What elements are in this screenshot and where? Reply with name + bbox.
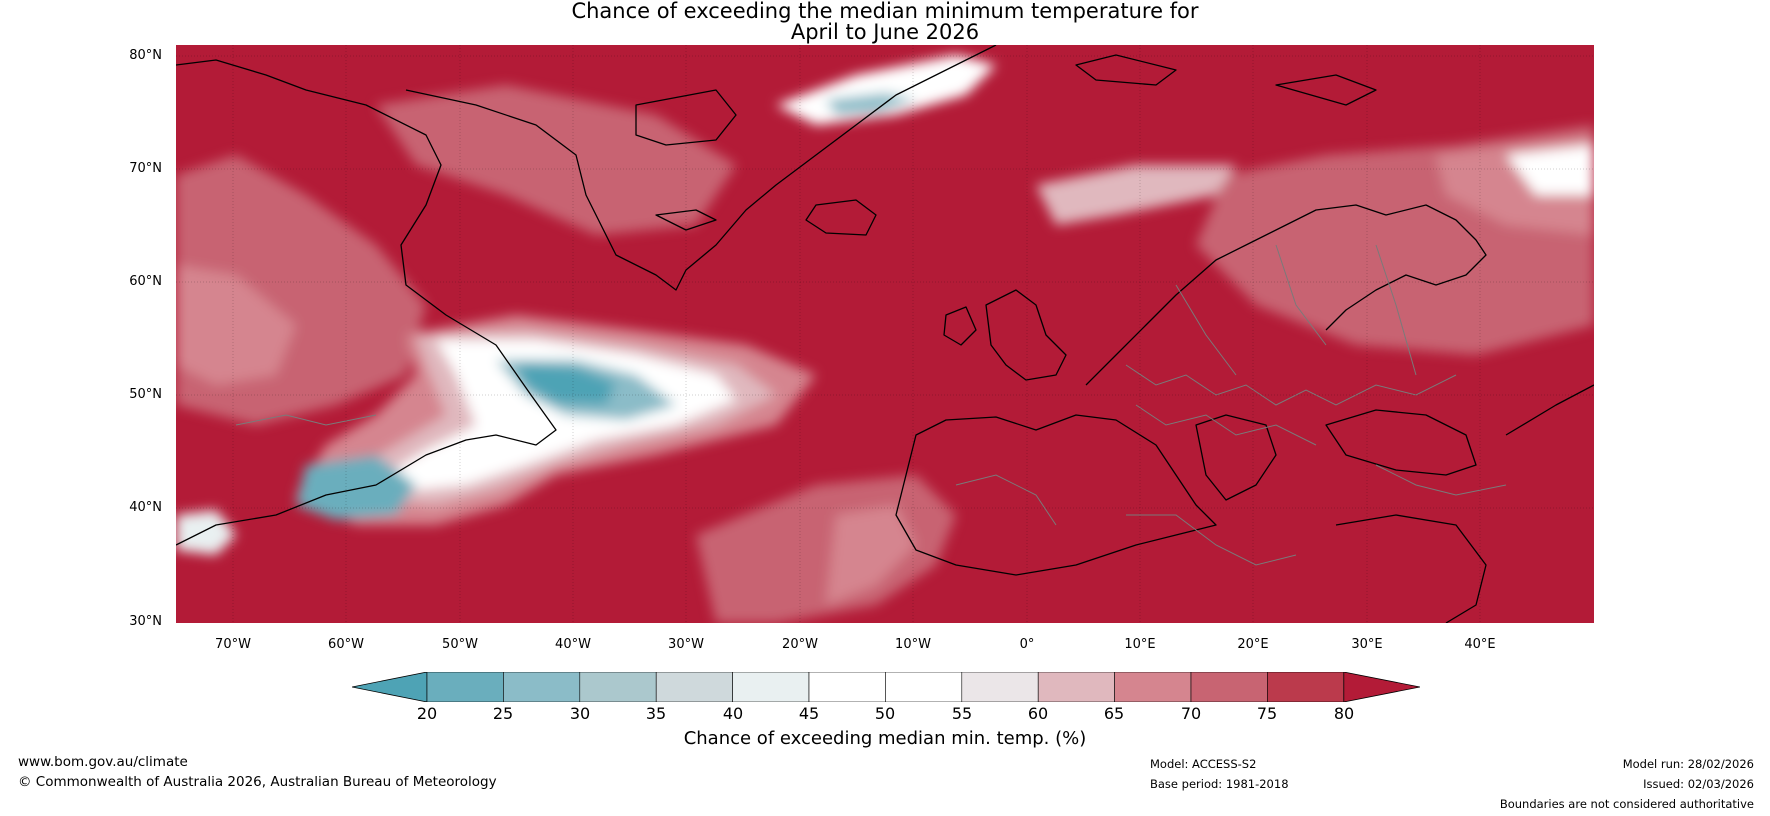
colorbar-tick-40: 40 — [722, 704, 744, 723]
colorbar-high-extension — [1343, 672, 1420, 702]
lat-label-70n: 70°N — [129, 161, 162, 176]
lon-label-30w: 30°W — [668, 637, 704, 652]
lat-label-30n: 30°N — [129, 614, 162, 629]
colorbar-bin-30-35 — [579, 672, 657, 702]
coastlines — [176, 45, 1594, 623]
colorbar-tick-75: 75 — [1256, 704, 1278, 723]
probability-shading — [176, 55, 1594, 623]
lat-label-50n: 50°N — [129, 387, 162, 402]
colorbar-bin-70-75 — [1190, 672, 1268, 702]
lon-label-10w: 10°W — [895, 637, 931, 652]
probability-map — [176, 45, 1594, 623]
colorbar-tick-35: 35 — [645, 704, 667, 723]
colorbar-bin-60-65 — [1037, 672, 1115, 702]
gridlines — [176, 45, 1594, 623]
colorbar-tick-80: 80 — [1333, 704, 1355, 723]
lon-label-20e: 20°E — [1237, 637, 1269, 652]
colorbar-bin-50-55 — [885, 672, 963, 702]
map-title-line1: Chance of exceeding the median minimum t… — [571, 0, 1199, 23]
colorbar — [352, 672, 1420, 702]
footer-model: Model: ACCESS-S2 — [1150, 757, 1257, 771]
colorbar-bin-35-40 — [655, 672, 733, 702]
colorbar-label: Chance of exceeding median min. temp. (%… — [683, 728, 1087, 749]
colorbar-bin-65-70 — [1114, 672, 1192, 702]
colorbar-low-extension — [352, 672, 428, 702]
country-borders — [235, 244, 1507, 566]
lon-label-0: 0° — [1019, 637, 1035, 652]
colorbar-tick-30: 30 — [569, 704, 591, 723]
lon-label-40e: 40°E — [1464, 637, 1496, 652]
footer-website: www.bom.gov.au/climate — [18, 754, 188, 770]
colorbar-bin-20-25 — [426, 672, 504, 702]
lon-label-30e: 30°E — [1351, 637, 1383, 652]
lat-label-40n: 40°N — [129, 500, 162, 515]
colorbar-tick-60: 60 — [1027, 704, 1049, 723]
colorbar-bin-55-60 — [961, 672, 1039, 702]
lon-label-20w: 20°W — [782, 637, 818, 652]
colorbar-tick-55: 55 — [951, 704, 973, 723]
footer-base-period: Base period: 1981-2018 — [1150, 777, 1289, 791]
map-title-line2: April to June 2026 — [790, 20, 980, 44]
footer-issued: Issued: 02/03/2026 — [1643, 777, 1754, 791]
lat-label-80n: 80°N — [129, 48, 162, 63]
footer-model-run: Model run: 28/02/2026 — [1622, 757, 1754, 771]
colorbar-bin-25-30 — [503, 672, 581, 702]
colorbar-bin-45-50 — [808, 672, 886, 702]
lon-label-40w: 40°W — [555, 637, 591, 652]
colorbar-bin-75-80 — [1267, 672, 1345, 702]
lon-label-60w: 60°W — [328, 637, 364, 652]
colorbar-tick-20: 20 — [416, 704, 438, 723]
lon-label-70w: 70°W — [215, 637, 251, 652]
lat-label-60n: 60°N — [129, 274, 162, 289]
colorbar-tick-25: 25 — [492, 704, 514, 723]
lon-label-50w: 50°W — [442, 637, 478, 652]
lon-label-10e: 10°E — [1124, 637, 1156, 652]
footer-disclaimer: Boundaries are not considered authoritat… — [1499, 797, 1754, 811]
colorbar-tick-50: 50 — [874, 704, 896, 723]
colorbar-bin-40-45 — [732, 672, 810, 702]
colorbar-tick-45: 45 — [798, 704, 820, 723]
colorbar-tick-70: 70 — [1180, 704, 1202, 723]
colorbar-tick-65: 65 — [1103, 704, 1125, 723]
footer-copyright: © Commonwealth of Australia 2026, Austra… — [18, 774, 497, 790]
